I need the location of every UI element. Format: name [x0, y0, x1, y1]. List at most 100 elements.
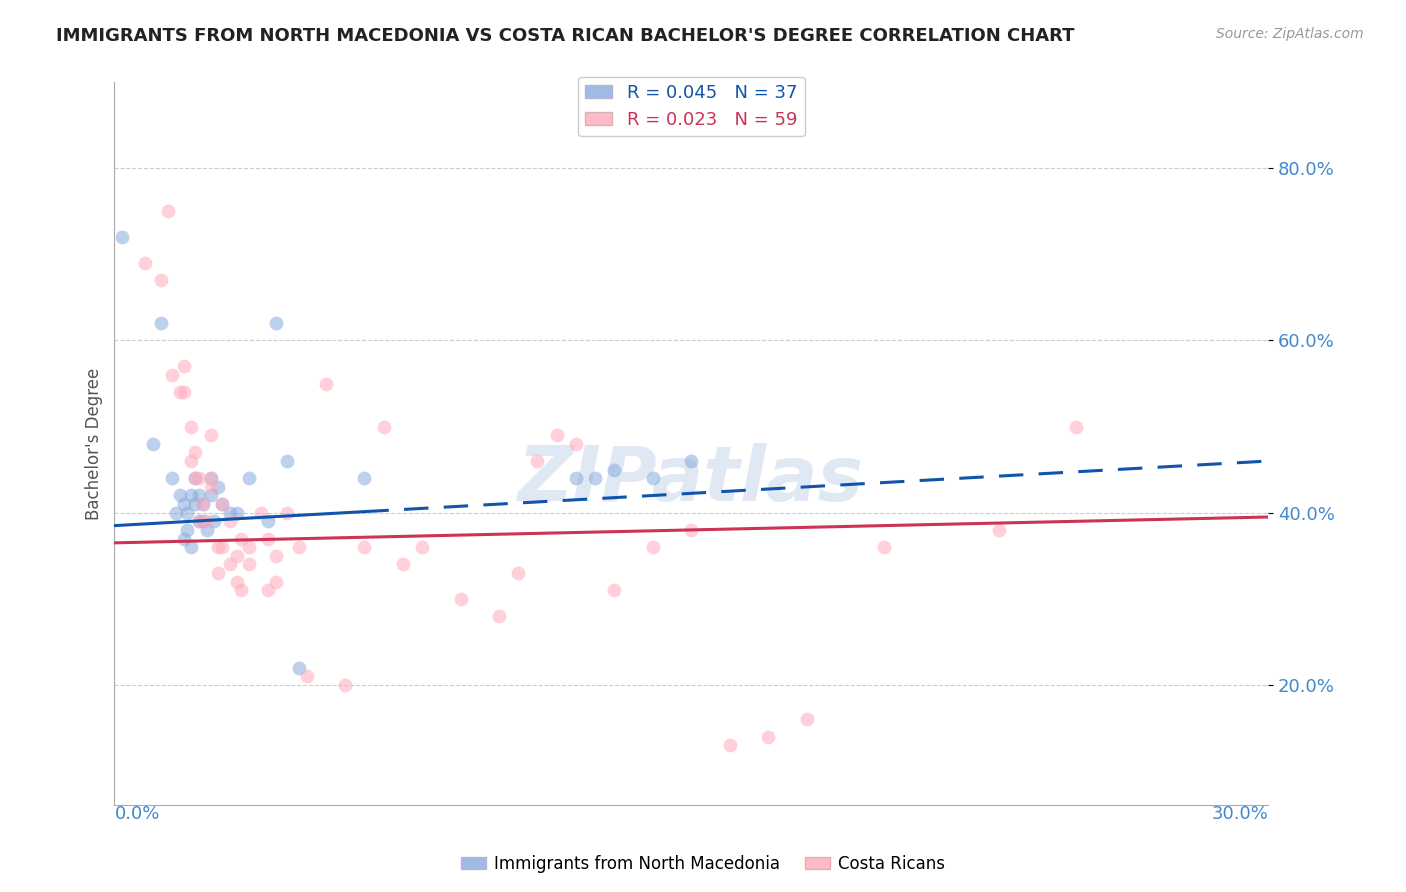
Point	[218, 514, 240, 528]
Point	[681, 523, 703, 537]
Point	[257, 514, 280, 528]
Point	[295, 669, 318, 683]
Point	[353, 540, 375, 554]
Point	[226, 549, 249, 563]
Point	[238, 558, 260, 572]
Point	[276, 454, 298, 468]
Point	[200, 480, 222, 494]
Point	[641, 540, 664, 554]
Point	[195, 514, 218, 528]
Point	[180, 419, 202, 434]
Point	[257, 532, 280, 546]
Point	[264, 316, 287, 330]
Point	[149, 316, 172, 330]
Point	[681, 454, 703, 468]
Point	[603, 463, 626, 477]
Point	[603, 583, 626, 598]
Point	[987, 523, 1010, 537]
Text: ZIPatlas: ZIPatlas	[519, 443, 865, 517]
Point	[191, 497, 214, 511]
Text: IMMIGRANTS FROM NORTH MACEDONIA VS COSTA RICAN BACHELOR'S DEGREE CORRELATION CHA: IMMIGRANTS FROM NORTH MACEDONIA VS COSTA…	[56, 27, 1074, 45]
Y-axis label: Bachelor's Degree: Bachelor's Degree	[86, 368, 103, 520]
Point	[169, 488, 191, 502]
Point	[373, 419, 395, 434]
Point	[176, 506, 198, 520]
Point	[160, 471, 183, 485]
Point	[583, 471, 606, 485]
Point	[488, 609, 510, 624]
Point	[169, 385, 191, 400]
Point	[565, 437, 588, 451]
Point	[188, 514, 211, 528]
Point	[264, 574, 287, 589]
Point	[218, 558, 240, 572]
Point	[1064, 419, 1087, 434]
Point	[238, 540, 260, 554]
Point	[450, 591, 472, 606]
Point	[173, 385, 195, 400]
Point	[211, 497, 233, 511]
Point	[184, 471, 207, 485]
Point	[134, 256, 156, 270]
Point	[191, 497, 214, 511]
Point	[200, 488, 222, 502]
Point	[641, 471, 664, 485]
Point	[111, 230, 134, 244]
Point	[173, 497, 195, 511]
Point	[207, 540, 229, 554]
Point	[180, 454, 202, 468]
Text: 30.0%: 30.0%	[1212, 805, 1268, 823]
Point	[211, 497, 233, 511]
Point	[188, 471, 211, 485]
Point	[176, 523, 198, 537]
Point	[160, 368, 183, 382]
Point	[173, 532, 195, 546]
Point	[411, 540, 433, 554]
Point	[202, 514, 225, 528]
Point	[872, 540, 894, 554]
Point	[180, 540, 202, 554]
Point	[353, 471, 375, 485]
Point	[565, 471, 588, 485]
Point	[231, 532, 253, 546]
Point	[188, 514, 211, 528]
Point	[257, 583, 280, 598]
Point	[756, 730, 779, 744]
Point	[218, 506, 240, 520]
Point	[392, 558, 415, 572]
Text: 0.0%: 0.0%	[114, 805, 160, 823]
Point	[546, 428, 568, 442]
Legend: Immigrants from North Macedonia, Costa Ricans: Immigrants from North Macedonia, Costa R…	[454, 848, 952, 880]
Point	[200, 428, 222, 442]
Point	[249, 506, 271, 520]
Point	[184, 445, 207, 459]
Point	[264, 549, 287, 563]
Point	[226, 574, 249, 589]
Point	[796, 712, 818, 726]
Point	[276, 506, 298, 520]
Point	[207, 480, 229, 494]
Point	[226, 506, 249, 520]
Point	[207, 566, 229, 580]
Point	[184, 471, 207, 485]
Point	[508, 566, 530, 580]
Point	[157, 204, 180, 219]
Point	[165, 506, 187, 520]
Point	[149, 273, 172, 287]
Legend: R = 0.045   N = 37, R = 0.023   N = 59: R = 0.045 N = 37, R = 0.023 N = 59	[578, 77, 804, 136]
Point	[173, 359, 195, 374]
Point	[718, 738, 741, 752]
Point	[200, 471, 222, 485]
Point	[184, 497, 207, 511]
Point	[333, 678, 356, 692]
Point	[288, 540, 311, 554]
Point	[188, 488, 211, 502]
Point	[142, 437, 165, 451]
Point	[200, 471, 222, 485]
Point	[195, 523, 218, 537]
Point	[180, 488, 202, 502]
Point	[191, 514, 214, 528]
Point	[231, 583, 253, 598]
Point	[211, 540, 233, 554]
Point	[238, 471, 260, 485]
